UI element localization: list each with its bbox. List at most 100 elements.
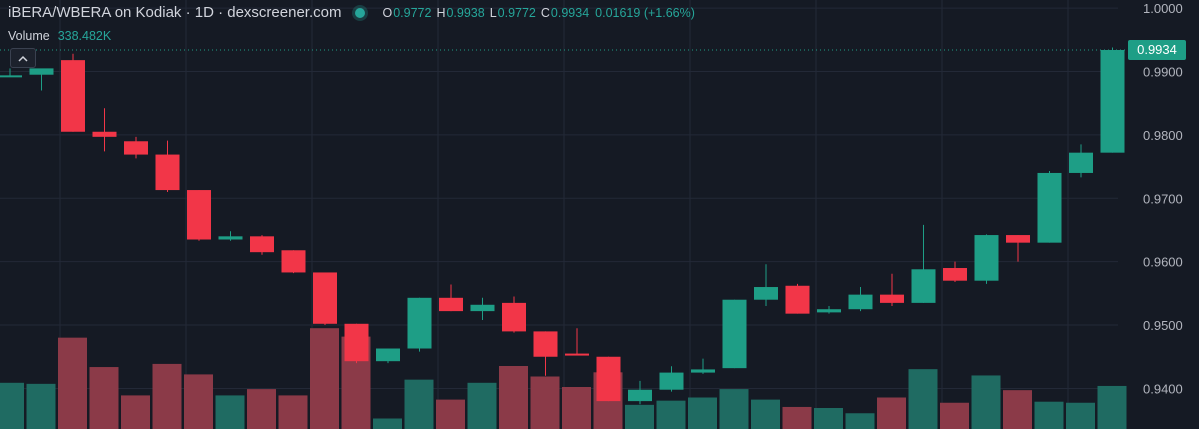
candle-body [754, 287, 778, 300]
candle-body [911, 269, 936, 303]
candle-body [124, 141, 148, 155]
volume-bar [971, 375, 1001, 429]
candle-body [61, 60, 85, 132]
candle-body [439, 297, 463, 312]
price-axis-tick-label: 0.9500 [1143, 318, 1183, 333]
candle-body [407, 297, 432, 349]
volume-bar [940, 402, 969, 429]
candle-body [1037, 172, 1062, 243]
volume-bar [562, 387, 591, 429]
price-axis-tick-label: 1.0000 [1143, 1, 1183, 16]
volume-bar [499, 366, 528, 429]
volume-bar [184, 374, 213, 429]
volume-label: Volume [8, 29, 50, 43]
close-value: 0.9934 [550, 5, 590, 20]
candle-body [1006, 235, 1030, 243]
candle-body [250, 236, 274, 253]
open-value: 0.9772 [393, 5, 432, 20]
volume-legend: Volume 338.482K [8, 29, 111, 43]
candle-body [659, 372, 684, 390]
volume-bar [373, 418, 402, 429]
chart-legend: iBERA/WBERA on Kodiak · 1D · dexscreener… [8, 4, 695, 21]
price-axis-tick-label: 0.9600 [1143, 255, 1183, 270]
candle-body [313, 272, 337, 324]
price-axis: 1.0000 0.9900 0.9800 0.9700 0.9600 0.9500 0.94… [1143, 1, 1183, 396]
pair-title: iBERA/WBERA on Kodiak · 1D · dexscreener… [8, 4, 342, 21]
volume-bar [845, 413, 875, 429]
grid-lines [0, 0, 1118, 429]
candle-body [502, 302, 526, 332]
candle-body [1100, 49, 1125, 153]
volume-bar [58, 337, 87, 429]
candle-body [817, 309, 841, 313]
volume-bar [1034, 401, 1064, 429]
candle-body [943, 268, 967, 281]
candle-body [565, 353, 589, 356]
volume-bar [215, 395, 245, 429]
candle-body [0, 75, 22, 78]
price-axis-tick-label: 0.9900 [1143, 65, 1183, 80]
change-value: 0.01619 (+1.66%) [595, 5, 695, 20]
volume-bar [1097, 385, 1127, 429]
high-label: H [436, 5, 446, 20]
volume-bar [26, 383, 56, 429]
volume-bar [751, 399, 780, 429]
volume-bar [278, 395, 308, 429]
volume-bar [688, 397, 717, 429]
candle-body [470, 304, 495, 312]
candle-body [785, 285, 810, 314]
volume-bar [877, 397, 906, 429]
volume-bar [1003, 390, 1032, 429]
candle-body [92, 131, 117, 137]
open-label: O [382, 5, 393, 20]
volume-bars [0, 328, 1127, 429]
candle-body [29, 68, 54, 75]
candle-body [187, 190, 211, 240]
volume-bar [89, 367, 119, 429]
candle-body [155, 154, 180, 191]
candle-body [218, 236, 243, 240]
price-axis-tick-label: 0.9800 [1143, 128, 1183, 143]
candle-body [533, 331, 558, 357]
volume-bar [436, 399, 465, 429]
candle-body [848, 294, 873, 310]
volume-bar [719, 389, 749, 429]
price-axis-tick-label: 0.9400 [1143, 381, 1183, 396]
candle-body [344, 323, 369, 362]
volume-bar [152, 363, 182, 429]
price-axis-tick-label: 0.9700 [1143, 191, 1183, 206]
candle-body [281, 250, 306, 273]
last-price-label: 0.9934 [1128, 39, 1186, 60]
high-value: 0.9938 [446, 5, 485, 20]
status-dot-icon [355, 7, 366, 18]
volume-bar [625, 404, 654, 429]
volume-bar [782, 406, 812, 429]
volume-bar [530, 376, 560, 429]
candle-body [596, 356, 621, 402]
candle-body [880, 294, 904, 303]
volume-bar [247, 389, 276, 429]
volume-bar [310, 328, 339, 429]
volume-bar [404, 379, 434, 429]
low-value: 0.9772 [497, 5, 536, 20]
candle-body [722, 299, 747, 369]
volume-bar [814, 408, 843, 429]
candle-body [628, 389, 652, 402]
low-label: L [489, 5, 497, 20]
chevron-up-icon [18, 55, 28, 62]
candle-body [691, 369, 715, 373]
volume-bar [0, 382, 24, 429]
volume-bar [656, 400, 686, 429]
volume-value: 338.482K [57, 29, 112, 43]
close-label: C [540, 5, 550, 20]
candle-body [1069, 152, 1093, 173]
candles [0, 47, 1125, 405]
candle-body [376, 348, 400, 362]
collapse-legend-button[interactable] [10, 48, 36, 68]
candle-body [974, 235, 999, 281]
volume-bar [908, 369, 938, 429]
volume-bar [467, 382, 497, 429]
volume-bar [121, 395, 150, 429]
volume-bar [1066, 402, 1095, 429]
